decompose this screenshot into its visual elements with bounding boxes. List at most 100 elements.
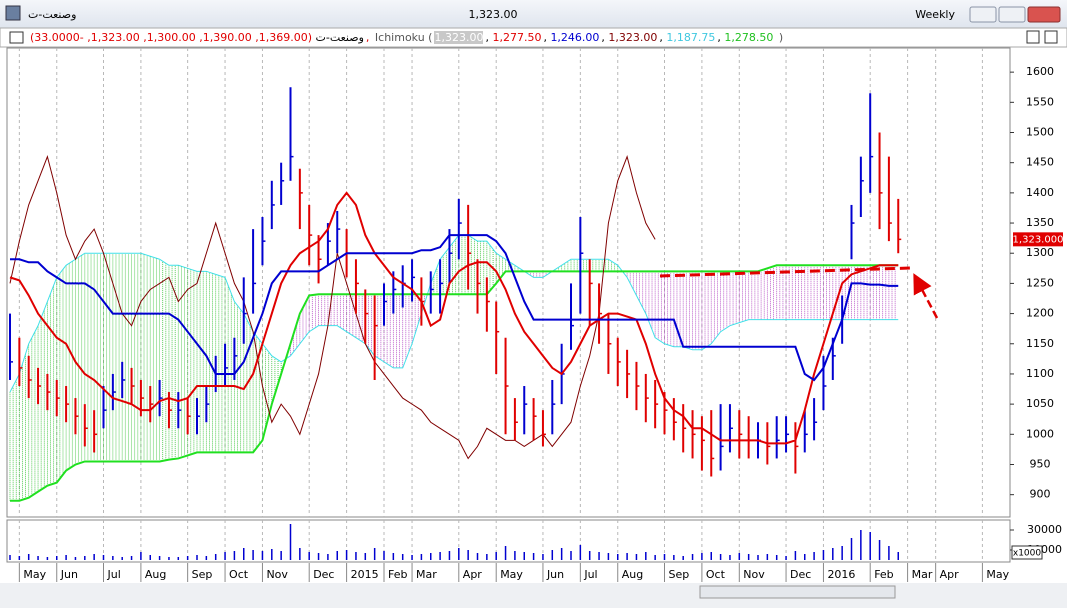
- y-tick-label: 1150: [1026, 337, 1054, 350]
- window-icon: [5, 5, 21, 21]
- legend-indicator: Ichimoku (: [374, 31, 433, 44]
- y-tick-label: 1600: [1026, 65, 1054, 78]
- x-tick-label: May: [23, 568, 46, 581]
- volume-bar: [430, 553, 432, 560]
- volume-bar: [196, 555, 198, 560]
- volume-bar: [598, 552, 600, 560]
- legend-value: 1,277.50: [492, 31, 542, 44]
- scrollbar[interactable]: [699, 585, 896, 599]
- y-tick-label: 1450: [1026, 156, 1054, 169]
- volume-bar: [701, 553, 703, 560]
- y-tick-label: 1100: [1026, 367, 1054, 380]
- volume-bar: [532, 553, 535, 560]
- volume-bar: [813, 552, 815, 560]
- close-button[interactable]: [1027, 6, 1061, 23]
- volume-bar: [84, 556, 86, 560]
- legend-closing: ): [778, 31, 784, 44]
- x-tick-label: Apr: [463, 568, 483, 581]
- legend-value: 1,187.75: [666, 31, 716, 44]
- volume-bar: [280, 551, 282, 560]
- x-tick-label: Jul: [583, 568, 597, 581]
- volume-bar: [383, 551, 385, 560]
- volume-bar: [65, 555, 67, 560]
- y-tick-label: 1200: [1026, 307, 1054, 320]
- indicator-line: [10, 264, 899, 502]
- x-tick-label: Oct: [706, 568, 726, 581]
- panel-maximize[interactable]: [1026, 30, 1040, 44]
- legend-value: 1,323.00: [608, 31, 658, 44]
- x-tick-label: Apr: [940, 568, 960, 581]
- volume-bar: [168, 557, 170, 560]
- y-tick-label: 950: [1030, 457, 1051, 470]
- volume-bar: [140, 552, 142, 560]
- volume-bar: [710, 552, 712, 560]
- volume-bar: [467, 550, 469, 560]
- x-tick-label: Dec: [790, 568, 811, 581]
- volume-bar: [663, 554, 666, 560]
- volume-bar: [607, 553, 610, 560]
- indicator-line: [9, 191, 899, 445]
- window-title: وصنعت-ت: [28, 8, 76, 21]
- volume-bar: [458, 548, 460, 560]
- volume-bar: [794, 551, 797, 560]
- volume-bar: [102, 555, 105, 560]
- volume-unit: x1000: [1013, 549, 1042, 559]
- volume-bar: [364, 553, 367, 560]
- volume-bar: [271, 549, 273, 560]
- x-tick-label: Aug: [145, 568, 166, 581]
- volume-bar: [56, 556, 58, 560]
- legend-icon: [9, 31, 24, 44]
- volume-bar: [373, 548, 376, 560]
- volume-area: [6, 519, 1011, 563]
- last-price-label: 1,323.000: [1013, 234, 1064, 245]
- volume-bar: [729, 555, 731, 560]
- volume-bar: [261, 551, 264, 560]
- y-tick-label: 1000: [1026, 427, 1054, 440]
- volume-bar: [878, 540, 881, 560]
- volume-bar: [289, 524, 292, 560]
- minimize-button[interactable]: [969, 6, 997, 23]
- volume-bar: [738, 553, 741, 560]
- volume-bar: [869, 532, 871, 560]
- volume-bar: [588, 551, 591, 560]
- volume-bar: [766, 554, 769, 560]
- volume-bar: [317, 553, 320, 560]
- volume-unit-box: [1011, 545, 1043, 560]
- volume-bar: [635, 554, 638, 560]
- x-tick-label: Feb: [388, 568, 407, 581]
- maximize-button[interactable]: [998, 6, 1026, 23]
- volume-bar: [233, 551, 236, 560]
- last-price-box: [1013, 232, 1063, 247]
- volume-bar: [673, 555, 675, 560]
- volume-bar: [495, 552, 497, 560]
- volume-bar: [897, 552, 899, 560]
- volume-bar: [645, 552, 647, 560]
- x-tick-label: Sep: [669, 568, 690, 581]
- volume-bar: [486, 554, 488, 560]
- y-tick-label: 1350: [1026, 216, 1054, 229]
- volume-bar: [775, 555, 778, 560]
- volume-bar: [448, 551, 451, 560]
- volume-bar: [841, 546, 843, 560]
- volume-bar: [888, 546, 890, 560]
- panel-close[interactable]: [1044, 30, 1058, 44]
- x-tick-label: Mar: [416, 568, 437, 581]
- volume-bar: [832, 548, 834, 560]
- plot-layer: May Jun Jul Aug Sep Oct Nov Dec 2015 Feb Mar Apr May…: [9, 48, 1063, 582]
- volume-bar: [9, 555, 11, 560]
- volume-bar: [439, 552, 441, 560]
- volume-bar: [355, 552, 357, 560]
- window-period: Weekly: [915, 8, 955, 21]
- legend-value: 1,246.00: [550, 31, 600, 44]
- legend-value: 1,323.00: [434, 31, 484, 44]
- volume-bar: [579, 545, 582, 560]
- volume-bar: [18, 556, 21, 560]
- x-tick-label: Sep: [192, 568, 213, 581]
- indicator-line: [9, 155, 656, 460]
- volume-bar: [551, 550, 554, 560]
- volume-bar: [392, 553, 395, 560]
- x-tick-label: Jun: [546, 568, 564, 581]
- legend-bar: [0, 27, 1067, 48]
- x-tick-label: Feb: [874, 568, 893, 581]
- volume-bar: [214, 554, 217, 560]
